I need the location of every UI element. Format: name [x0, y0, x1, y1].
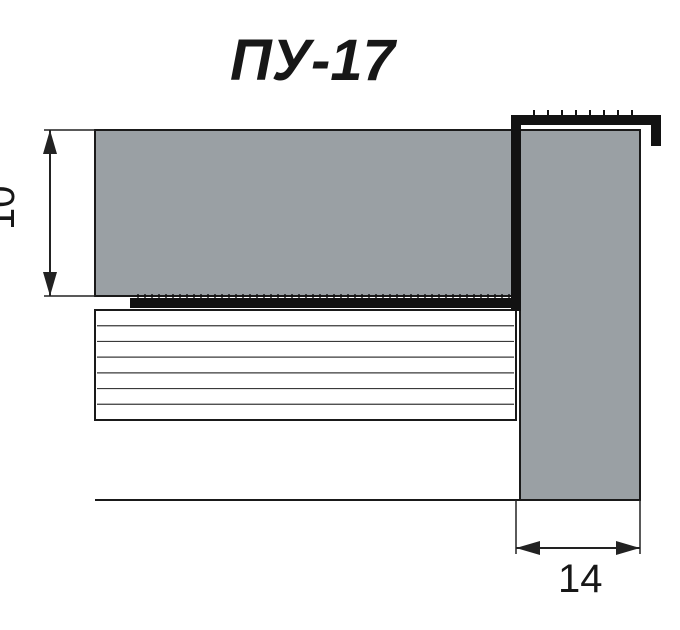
dim-height-label: 10: [0, 186, 23, 231]
diagram-title: ПУ-17: [230, 28, 398, 93]
dim-width-label: 14: [558, 557, 603, 601]
